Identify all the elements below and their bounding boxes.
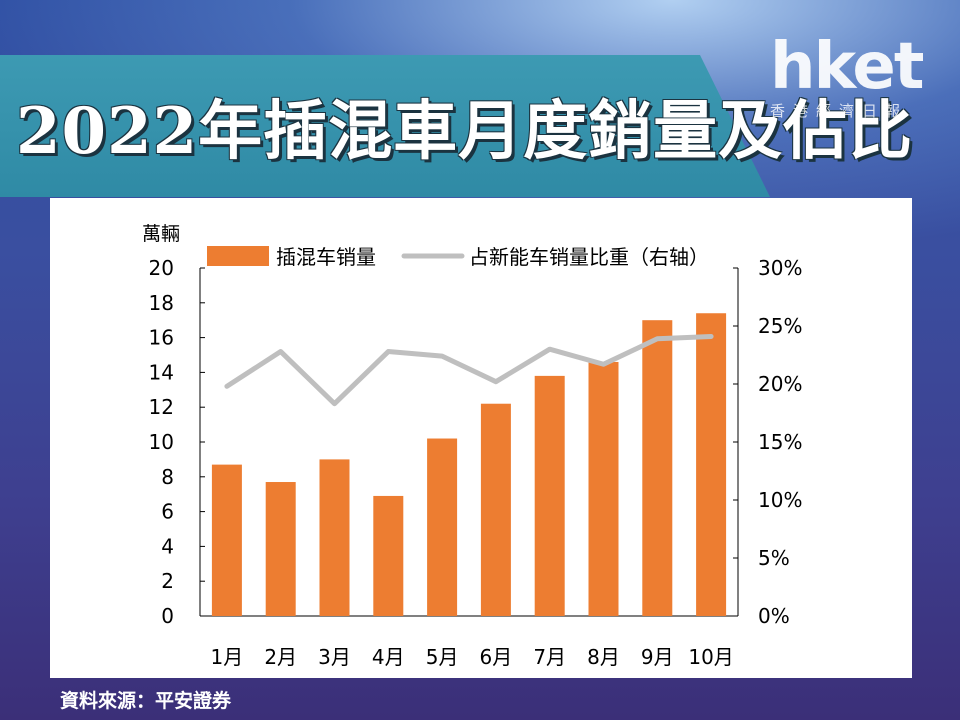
share-line-series bbox=[224, 333, 714, 407]
x-tick-label: 5月 bbox=[426, 645, 459, 669]
combo-chart: 0 2 4 6 8 10 12 14 16 18 20 0% 5% 10% 15% 20% 25% 30% 萬輛 1月… bbox=[142, 223, 802, 669]
hket-logo-subtitle: 香港經濟日報 bbox=[770, 102, 909, 120]
chart-card: 0 2 4 6 8 10 12 14 16 18 20 0% 5% 10% 15% 20% 25% 30% 萬輛 1月… bbox=[50, 198, 912, 678]
x-tick-label: 10月 bbox=[688, 645, 733, 669]
x-tick-label: 7月 bbox=[533, 645, 566, 669]
x-tick-label: 2月 bbox=[264, 645, 297, 669]
x-tick-label: 4月 bbox=[372, 645, 405, 669]
y-left-tick-label: 6 bbox=[161, 500, 174, 524]
x-tick-label: 6月 bbox=[480, 645, 513, 669]
y-right-tick-label: 20% bbox=[758, 372, 802, 396]
y-right-tick-label: 30% bbox=[758, 256, 802, 280]
x-tick-label: 8月 bbox=[587, 645, 620, 669]
legend-label-line: 占新能车销量比重（右轴） bbox=[469, 245, 709, 269]
source-note: 資料來源：平安證券 bbox=[60, 690, 232, 712]
x-tick-label: 1月 bbox=[211, 645, 244, 669]
bar bbox=[427, 438, 458, 616]
bar bbox=[534, 375, 565, 616]
y-left-tick-label: 4 bbox=[161, 534, 174, 558]
y-left-tick-label: 2 bbox=[161, 569, 174, 593]
bar bbox=[211, 464, 242, 616]
y-right-tick-label: 10% bbox=[758, 488, 802, 512]
y-right-tick-label: 5% bbox=[758, 546, 790, 570]
bar bbox=[265, 482, 296, 616]
y-left-tick-label: 0 bbox=[161, 604, 174, 628]
bar bbox=[696, 313, 727, 616]
y-left-tick-label: 18 bbox=[149, 291, 174, 315]
y-left-tick-label: 12 bbox=[149, 395, 174, 419]
y-left-tick-label: 8 bbox=[161, 465, 174, 489]
title-banner bbox=[0, 55, 770, 197]
bar bbox=[319, 459, 350, 616]
bar bbox=[588, 361, 619, 616]
y-right-tick-label: 25% bbox=[758, 314, 802, 338]
y-left-tick-label: 14 bbox=[149, 360, 174, 384]
x-tick-label: 9月 bbox=[641, 645, 674, 669]
bar bbox=[480, 403, 511, 616]
y-left-tick-label: 10 bbox=[149, 430, 174, 454]
y-unit-label: 萬輛 bbox=[142, 223, 180, 245]
x-tick-label: 3月 bbox=[318, 645, 351, 669]
hket-logo: hket bbox=[770, 30, 924, 104]
y-left-tick-label: 16 bbox=[149, 326, 174, 350]
legend-swatch-bar bbox=[207, 246, 269, 266]
legend-label-bar: 插混车销量 bbox=[276, 245, 376, 269]
y-right-tick-label: 0% bbox=[758, 604, 790, 628]
y-right-tick-label: 15% bbox=[758, 430, 802, 454]
y-left-tick-label: 20 bbox=[149, 256, 174, 280]
page-title: 2022年插混車月度銷量及佔比 bbox=[16, 94, 914, 169]
bar bbox=[373, 495, 404, 616]
bar bbox=[642, 320, 673, 616]
